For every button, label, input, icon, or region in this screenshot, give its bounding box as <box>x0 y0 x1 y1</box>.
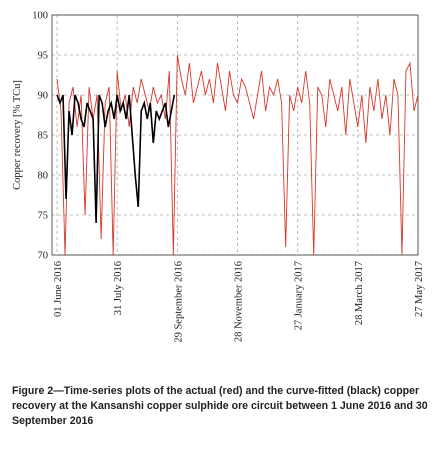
x-tick-label: 28 March 2017 <box>354 261 365 325</box>
y-tick-label: 70 <box>38 251 49 262</box>
x-tick-label: 28 November 2016 <box>234 261 245 342</box>
y-tick-label: 100 <box>32 11 48 22</box>
y-tick-label: 90 <box>38 91 49 102</box>
y-tick-label: 75 <box>38 211 49 222</box>
series-line <box>56 94 176 224</box>
x-tick-label: 29 September 2016 <box>173 261 184 343</box>
y-tick-label: 80 <box>38 171 49 182</box>
y-tick-label: 85 <box>38 131 49 142</box>
y-tick-label: 95 <box>38 51 49 62</box>
series-line <box>56 54 418 255</box>
x-tick-label: 27 January 2017 <box>294 261 305 330</box>
x-tick-label: 31 July 2016 <box>113 261 124 315</box>
y-axis-label: Copper recovery [% TCu] <box>12 80 23 190</box>
chart: Copper recovery [% TCu] 70 75 80 85 90 95 100 0… <box>12 11 425 343</box>
plot-frame <box>51 14 419 256</box>
caption: Figure 2—Time-series plots of the actual… <box>12 385 428 427</box>
x-tick-label: 27 May 2017 <box>414 261 425 317</box>
x-tick-label: 01 June 2016 <box>53 261 64 317</box>
